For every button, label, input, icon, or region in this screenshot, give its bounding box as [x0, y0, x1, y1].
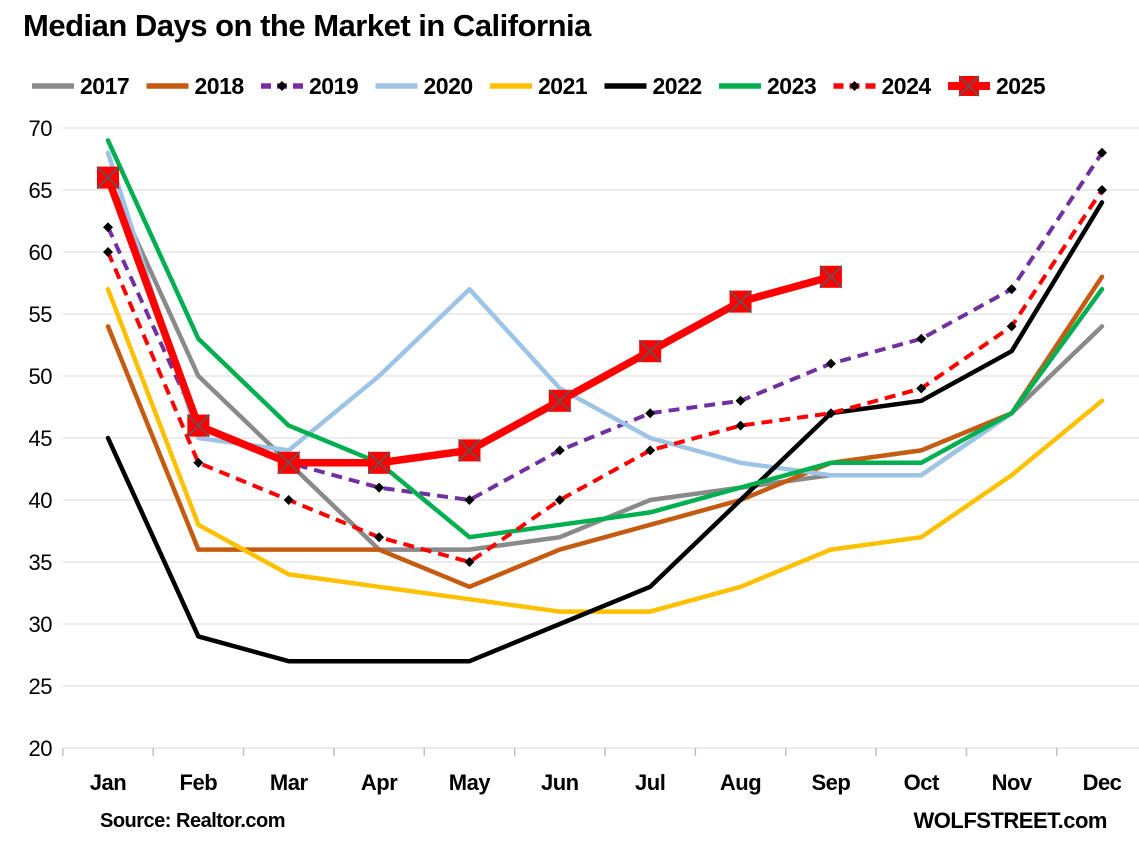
data-marker-2024 [825, 408, 836, 419]
data-marker-2019 [103, 222, 113, 233]
legend-label: 2020 [424, 73, 473, 99]
marker-x-stroke [548, 389, 572, 413]
y-axis-label: 70 [29, 116, 53, 141]
data-marker-2019 [735, 395, 746, 406]
x-axis-label: Oct [904, 770, 940, 795]
data-marker-2024 [283, 495, 294, 505]
series-line-2022 [105, 200, 1105, 664]
series-line-2020 [105, 150, 1105, 478]
x-axis-label: Jan [90, 770, 126, 795]
data-marker-2019 [554, 445, 565, 456]
x-axis-label: Jun [541, 770, 579, 795]
y-axis-label: 55 [29, 302, 53, 327]
legend-label: 2019 [309, 73, 358, 99]
marker-x-stroke [457, 438, 482, 462]
source-note: Source: Realtor.com [100, 810, 286, 832]
data-marker-2024 [1097, 185, 1107, 195]
data-marker-2024 [193, 457, 204, 468]
legend-label: 2025 [996, 73, 1046, 99]
data-marker-2019 [1097, 147, 1107, 158]
y-axis-label: 35 [29, 550, 53, 575]
y-axis-label: 40 [29, 488, 53, 513]
brand-watermark: WOLFSTREET.com [913, 808, 1108, 833]
y-axis-label: 50 [29, 364, 53, 389]
y-axis-label: 30 [29, 612, 53, 637]
marker-x-stroke [96, 166, 120, 190]
series-line-2023 [105, 138, 1105, 540]
data-marker-2024 [464, 557, 475, 567]
legend-label: 2021 [538, 73, 588, 99]
x-axis-label: Aug [720, 770, 761, 795]
data-marker-2024 [103, 247, 113, 257]
data-marker-2024 [374, 532, 385, 543]
y-axis-label: 20 [29, 736, 53, 761]
x-axis-label: Jul [635, 770, 665, 795]
series-line-2021 [105, 286, 1105, 614]
legend-label: 2017 [80, 73, 129, 99]
y-axis-label: 65 [29, 178, 53, 203]
data-marker-2019 [645, 408, 656, 419]
series-line-2025 [104, 173, 835, 467]
chart-title: Median Days on the Market in California [23, 8, 591, 43]
x-axis-label: Apr [361, 770, 398, 795]
marker-x-stroke [277, 451, 301, 475]
x-axis-label: Mar [270, 770, 309, 795]
marker-x-stroke [958, 75, 980, 97]
series-line-2017 [105, 175, 1105, 552]
legend-marker-sample [277, 81, 287, 91]
series-line-2024 [106, 188, 1104, 564]
y-axis-label: 60 [29, 240, 53, 265]
data-marker-2024 [916, 383, 927, 394]
x-axis-label: May [449, 770, 492, 795]
data-marker-2019 [825, 358, 836, 369]
data-marker-2024 [735, 420, 746, 431]
data-marker-2019 [1006, 284, 1017, 295]
data-marker-2024 [645, 445, 656, 456]
legend-label: 2018 [195, 73, 245, 99]
legend-label: 2023 [767, 73, 816, 99]
legend-marker-sample [849, 81, 860, 91]
legend-label: 2024 [882, 73, 932, 99]
marker-x-stroke [638, 339, 662, 363]
x-axis-label: Nov [992, 770, 1033, 795]
marker-x-stroke [819, 265, 843, 289]
marker-x-stroke [186, 414, 210, 438]
y-axis-label: 45 [29, 426, 53, 451]
series-line-2018 [105, 274, 1105, 590]
x-axis-label: Dec [1083, 770, 1122, 795]
x-axis-label: Sep [811, 770, 850, 795]
marker-x-stroke [728, 290, 753, 314]
data-marker-2024 [554, 495, 565, 505]
series-line-2019 [106, 151, 1104, 502]
data-marker-2019 [374, 482, 385, 493]
data-marker-2019 [916, 333, 927, 344]
data-marker-2019 [464, 495, 475, 505]
marker-x-stroke [367, 451, 391, 475]
data-marker-2024 [1006, 321, 1017, 332]
x-axis-label: Feb [180, 770, 218, 795]
y-axis-label: 25 [29, 674, 53, 699]
legend-label: 2022 [653, 73, 702, 99]
